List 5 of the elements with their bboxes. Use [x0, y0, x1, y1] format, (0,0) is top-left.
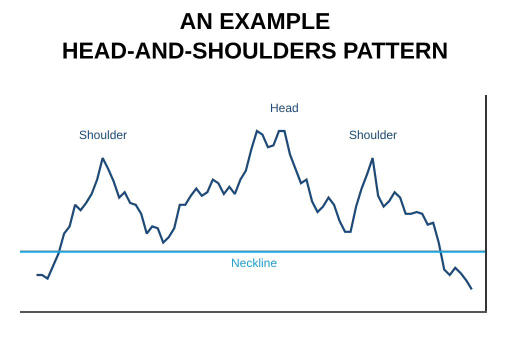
ref-line-label: Neckline	[231, 256, 278, 270]
annotation: Shoulder	[349, 128, 398, 142]
chart-title: AN EXAMPLE HEAD-AND-SHOULDERS PATTERN	[62, 8, 448, 64]
text: Head	[270, 101, 299, 115]
annotation: Shoulder	[79, 128, 128, 142]
